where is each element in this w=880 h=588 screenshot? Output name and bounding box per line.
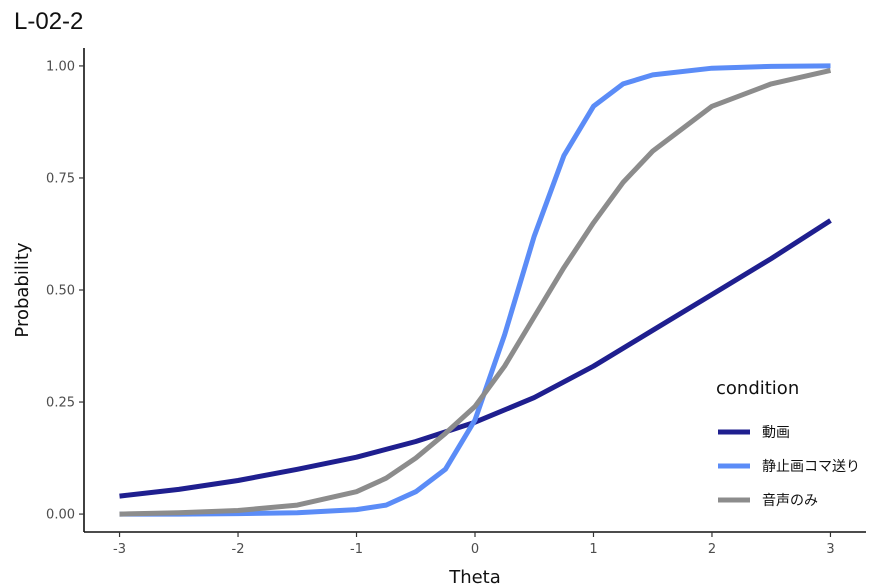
- series-line-0: [120, 221, 831, 497]
- x-tick-label: -1: [350, 542, 363, 557]
- x-tick-label: -2: [232, 542, 245, 557]
- legend-label-1: 静止画コマ送り: [762, 459, 860, 475]
- x-tick-label: 2: [708, 542, 716, 557]
- x-tick-label: 0: [471, 542, 479, 557]
- series-line-2: [120, 70, 831, 514]
- y-ticks: 0.00 0.25 0.50 0.75 1.00: [46, 59, 84, 522]
- y-tick-label: 0.00: [46, 508, 75, 523]
- y-tick-label: 0.75: [46, 171, 75, 186]
- y-tick-label: 1.00: [46, 59, 75, 74]
- legend-label-0: 動画: [762, 425, 790, 441]
- y-tick-label: 0.50: [46, 284, 75, 299]
- y-tick-label: 0.25: [46, 396, 75, 411]
- axes: [84, 48, 866, 532]
- y-axis-title: Probability: [12, 242, 33, 337]
- x-tick-label: -3: [113, 542, 126, 557]
- legend-title: condition: [716, 378, 799, 399]
- x-tick-label: 1: [589, 542, 597, 557]
- x-ticks: -3 -2 -1 0 1 2 3: [113, 532, 835, 557]
- series-lines: [120, 66, 831, 514]
- legend-label-2: 音声のみ: [762, 492, 818, 509]
- x-tick-label: 3: [826, 542, 834, 557]
- x-axis-title: Theta: [448, 567, 501, 588]
